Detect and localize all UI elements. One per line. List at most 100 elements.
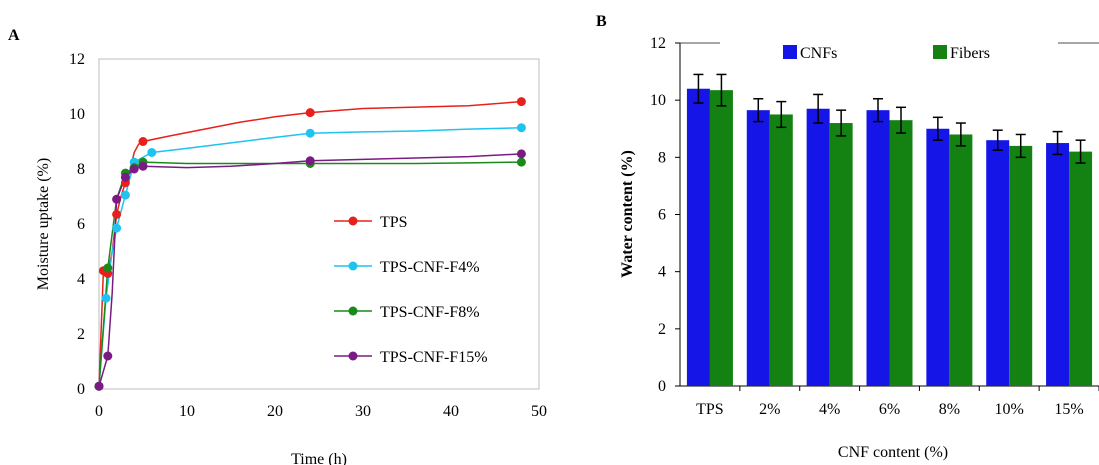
y-axis-title-a: Moisture uptake (%)	[35, 158, 52, 290]
bars-b	[686, 88, 1093, 387]
y-tick-label: 6	[77, 216, 85, 233]
data-point-tps	[112, 209, 122, 219]
legend-swatch-fibers	[933, 45, 947, 59]
bar-fibers	[1069, 151, 1093, 386]
data-point-tps-cnf-f15	[516, 149, 526, 159]
y-tick-label: 4	[658, 264, 666, 281]
data-point-tps	[305, 108, 315, 118]
error-bar-fibers	[716, 73, 727, 107]
legend-marker-tps-cnf-f4	[348, 261, 358, 271]
error-bar-fibers	[836, 109, 847, 137]
x-tick-label: 4%	[819, 401, 840, 418]
panel-a-label: A	[8, 27, 20, 44]
y-ticks-a: 0 2 4 6 8 10 12	[69, 51, 85, 398]
bar-fibers	[1009, 145, 1033, 386]
y-tick-label: 8	[77, 161, 85, 178]
x-tick-label: TPS	[696, 401, 724, 418]
error-bar-fibers	[776, 100, 787, 129]
data-point-tps-cnf-f4	[112, 223, 122, 233]
error-bar-cnfs	[932, 116, 943, 141]
data-point-tps	[516, 97, 526, 107]
bar-cnfs	[1046, 143, 1070, 386]
error-bar-cnfs	[693, 73, 704, 104]
x-tick-label: 40	[443, 403, 459, 420]
legend-a: TPS TPS-CNF-F4% TPS-CNF-F8% TPS-CNF-F15%	[334, 214, 488, 366]
y-tick-label: 0	[77, 381, 85, 398]
error-bar-fibers	[955, 122, 966, 147]
x-ticks-b: TPS 2% 4% 6% 8% 10% 15%	[696, 386, 1099, 418]
y-axis-title-b: Water content (%)	[619, 150, 636, 278]
legend-label-tps-cnf-f4: TPS-CNF-F4%	[380, 259, 480, 276]
data-point-tps-cnf-f8	[103, 263, 113, 273]
error-bar-cnfs	[992, 129, 1003, 151]
y-tick-label: 4	[77, 271, 85, 288]
data-point-tps-cnf-f4	[101, 293, 111, 303]
bar-cnfs	[806, 108, 830, 386]
x-axis-title-b: CNF content (%)	[838, 444, 948, 461]
series-markers-a	[94, 97, 526, 391]
error-bars-b	[693, 73, 1086, 164]
error-bar-fibers	[1015, 133, 1026, 159]
y-tick-label: 10	[650, 92, 666, 109]
bar-cnfs	[746, 110, 770, 386]
bar-fibers	[829, 123, 853, 387]
data-point-tps-cnf-f4	[147, 148, 157, 157]
x-tick-label: 20	[267, 403, 283, 420]
x-tick-label: 10%	[995, 401, 1024, 418]
data-point-tps-cnf-f4	[120, 190, 130, 200]
legend-marker-tps-cnf-f15	[348, 351, 358, 361]
error-bar-cnfs	[753, 97, 764, 123]
series-line-tps	[98, 100, 522, 387]
legend-label-tps: TPS	[380, 214, 408, 231]
legend-b: CNFs Fibers	[783, 45, 990, 62]
legend-label-fibers: Fibers	[950, 45, 990, 62]
bar-cnfs	[926, 128, 950, 386]
bar-fibers	[889, 120, 913, 387]
x-tick-label: 2%	[759, 401, 780, 418]
series-line-tps-cnf-f4	[98, 127, 522, 387]
data-point-tps-cnf-f15	[112, 194, 122, 204]
legend-label-cnfs: CNFs	[800, 45, 837, 62]
data-point-tps	[138, 137, 148, 146]
data-point-tps-cnf-f15	[305, 156, 315, 166]
error-bar-fibers	[1075, 139, 1086, 164]
x-tick-label: 0	[95, 403, 103, 420]
panel-b-label: B	[596, 13, 607, 30]
error-bar-cnfs	[813, 93, 824, 124]
legend-marker-tps-cnf-f8	[348, 306, 358, 316]
data-point-tps-cnf-f8	[516, 157, 526, 167]
y-tick-label: 8	[658, 149, 666, 166]
data-point-tps-cnf-f15	[94, 381, 104, 391]
x-tick-label: 6%	[879, 401, 900, 418]
data-point-tps-cnf-f15	[129, 164, 139, 174]
y-tick-label: 12	[69, 51, 85, 68]
y-tick-label: 6	[658, 207, 666, 224]
bar-cnfs	[986, 140, 1010, 386]
bar-fibers	[709, 90, 733, 386]
data-point-tps-cnf-f4	[305, 128, 315, 138]
x-axis-title-a: Time (h)	[291, 451, 347, 465]
error-bar-cnfs	[873, 97, 883, 123]
error-bar-fibers	[896, 106, 906, 134]
bar-cnfs	[686, 88, 710, 386]
chart-b: B Water content (%) CNF content (%) 0 2 4 6…	[596, 13, 1099, 461]
y-ticks-b: 0 2 4 6 8 10 12	[650, 35, 680, 395]
error-bar-cnfs	[1052, 130, 1063, 156]
y-tick-label: 2	[658, 321, 666, 338]
data-point-tps-cnf-f15	[103, 351, 113, 361]
data-point-tps-cnf-f15	[120, 172, 130, 182]
bar-fibers	[949, 134, 973, 386]
bar-cnfs	[866, 110, 890, 386]
legend-label-tps-cnf-f8: TPS-CNF-F8%	[380, 304, 480, 321]
x-tick-label: 8%	[939, 401, 960, 418]
legend-marker-tps	[348, 216, 358, 226]
x-tick-label: 10	[179, 403, 195, 420]
y-tick-label: 0	[658, 378, 666, 395]
series-lines-a	[98, 100, 522, 387]
data-point-tps-cnf-f15	[138, 161, 148, 171]
legend-label-tps-cnf-f15: TPS-CNF-F15%	[380, 349, 488, 366]
bar-fibers	[769, 114, 793, 386]
x-tick-label: 30	[355, 403, 371, 420]
chart-a: A Moisture uptake (%) Time (h) 0 2 4 6 8 10 12…	[8, 27, 547, 465]
